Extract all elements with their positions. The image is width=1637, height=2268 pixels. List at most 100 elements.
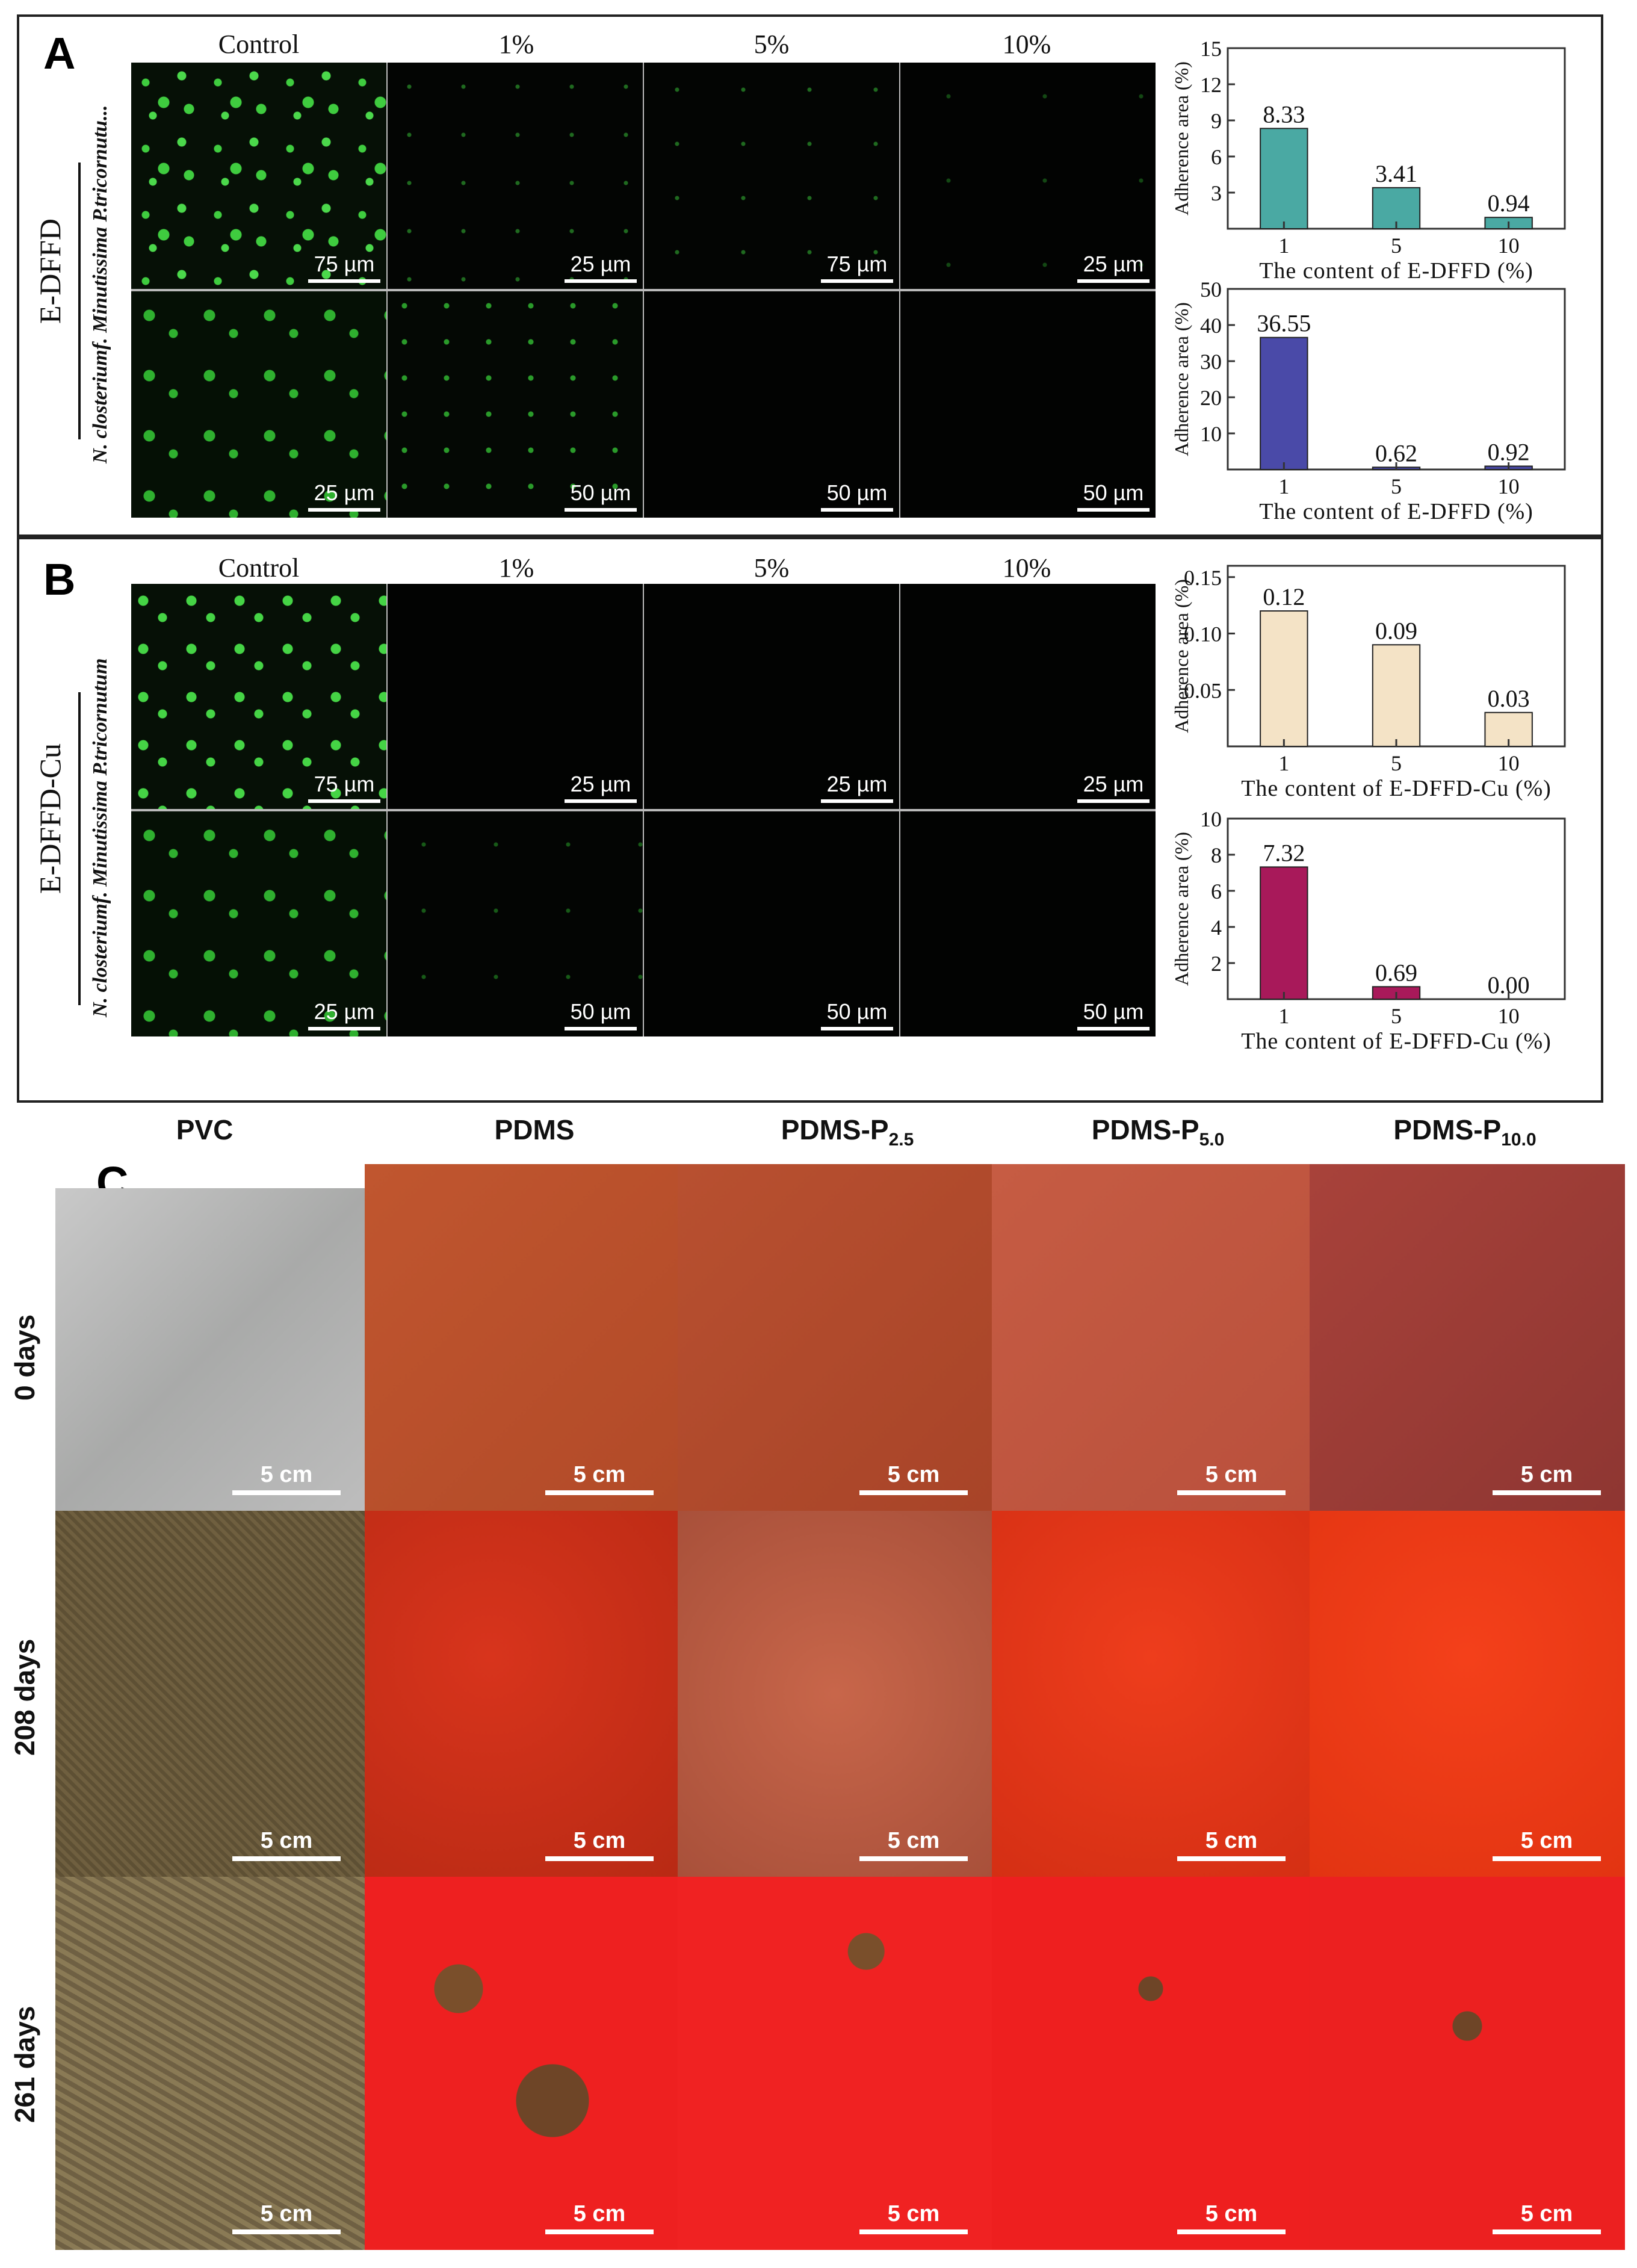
y-tick-label: 0.05 xyxy=(1184,678,1222,702)
x-tick-label: 10 xyxy=(1498,474,1520,498)
panel-c-col-pdms: PDMS xyxy=(494,1114,575,1145)
panel-a-cell-r2-control: 25 µm xyxy=(131,291,386,518)
scale-bar: 25 µm xyxy=(1077,772,1150,803)
scale-bar-label: 5 cm xyxy=(1520,1462,1573,1487)
scale-bar: 5 cm xyxy=(1493,2201,1601,2234)
panel-c-photo: 5 cm xyxy=(678,1164,992,1511)
panel-a-cell-r2-5pct: 50 µm xyxy=(644,291,899,518)
y-tick-label: 10 xyxy=(1200,807,1222,831)
data-label: 0.94 xyxy=(1488,190,1530,217)
y-tick-label: 2 xyxy=(1211,952,1222,976)
scale-bar: 25 µm xyxy=(821,772,893,803)
panel-c-photo: 5 cm xyxy=(55,1877,365,2250)
scale-bar-label: 5 cm xyxy=(260,2201,313,2226)
x-tick-label: 1 xyxy=(1278,234,1289,258)
y-tick-label: 40 xyxy=(1200,314,1222,338)
scale-bar: 25 µm xyxy=(308,999,380,1030)
y-axis-label: Adherence area (%) xyxy=(1171,579,1192,733)
scale-bar: 5 cm xyxy=(859,1828,968,1861)
x-axis-label: The content of E-DFFD (%) xyxy=(1259,499,1533,524)
x-axis-label: The content of E-DFFD (%) xyxy=(1259,258,1533,284)
x-tick-label: 5 xyxy=(1391,234,1402,258)
scale-bar: 5 cm xyxy=(545,1828,654,1861)
scale-bar-label: 5 cm xyxy=(1205,1462,1258,1487)
scale-bar: 50 µm xyxy=(1077,999,1150,1030)
panel-b-frame xyxy=(17,537,1603,1103)
scale-bar: 5 cm xyxy=(1177,1828,1286,1861)
scale-bar: 5 cm xyxy=(1177,2201,1286,2234)
y-tick-label: 0.10 xyxy=(1184,622,1222,646)
panel-c-col-pdms-p50: PDMS-P5.0 xyxy=(1091,1114,1225,1150)
y-axis-label: Adherence area (%) xyxy=(1171,61,1192,215)
panel-c-row-208days: 208 days xyxy=(9,1638,40,1756)
x-tick-label: 1 xyxy=(1278,1004,1289,1028)
y-tick-label: 8 xyxy=(1211,843,1222,867)
data-label: 7.32 xyxy=(1263,839,1305,866)
scale-bar: 5 cm xyxy=(1493,1828,1601,1861)
data-label: 3.41 xyxy=(1375,160,1417,187)
panel-c-photo: 5 cm xyxy=(678,1877,992,2250)
panel-b-bracket xyxy=(78,692,81,1005)
y-tick-label: 6 xyxy=(1211,145,1222,169)
panel-b-col-control: Control xyxy=(218,553,300,583)
x-tick-label: 10 xyxy=(1498,234,1520,258)
x-tick-label: 5 xyxy=(1391,751,1402,775)
panel-b-cell-r2-5pct: 50 µm xyxy=(644,811,899,1036)
panel-a-micrograph-grid: 75 µm 25 µm 75 µm 25 µm 25 µm 50 µm 50 µ… xyxy=(131,63,1156,518)
panel-b-cell-r1-5pct: 25 µm xyxy=(644,584,899,809)
panel-a-letter: A xyxy=(43,28,76,78)
bar xyxy=(1260,866,1308,1000)
scale-bar-label: 5 cm xyxy=(1205,2201,1258,2226)
panel-c-col-pvc: PVC xyxy=(176,1114,234,1145)
panel-c-col-pdms-p100: PDMS-P10.0 xyxy=(1393,1114,1536,1150)
panel-a-cell-r1-1pct: 25 µm xyxy=(388,63,643,289)
panel-a-material-label: E-DFFD xyxy=(33,218,67,324)
panel-b-micrograph-grid: 75 µm 25 µm 25 µm 25 µm 25 µm 50 µm 50 µ… xyxy=(131,584,1156,1036)
panel-c-photo: 5 cm xyxy=(992,1877,1310,2250)
scale-bar: 50 µm xyxy=(821,480,893,512)
data-label: 0.12 xyxy=(1263,583,1305,610)
panel-a-col-control: Control xyxy=(218,29,300,59)
panel-c-row-0days: 0 days xyxy=(9,1314,40,1401)
y-tick-label: 12 xyxy=(1200,73,1222,97)
panel-a-bracket xyxy=(78,163,81,439)
scale-bar: 5 cm xyxy=(859,2201,968,2234)
x-tick-label: 5 xyxy=(1391,1004,1402,1028)
data-label: 0.69 xyxy=(1375,959,1417,986)
panel-b-col-1pct: 1% xyxy=(498,553,534,583)
scale-bar-label: 5 cm xyxy=(260,1828,313,1853)
x-axis-label: The content of E-DFFD-Cu (%) xyxy=(1241,776,1552,801)
bar xyxy=(1260,610,1308,747)
panel-c-photo: 5 cm xyxy=(1310,1511,1625,1877)
scale-bar: 75 µm xyxy=(308,772,380,803)
panel-b-cell-r2-1pct: 50 µm xyxy=(388,811,643,1036)
panel-c-photo: 5 cm xyxy=(1310,1877,1625,2250)
scale-bar: 5 cm xyxy=(232,1828,341,1861)
scale-bar-label: 5 cm xyxy=(887,1828,940,1853)
panel-c-photo: 5 cm xyxy=(55,1188,365,1511)
data-label: 0.62 xyxy=(1375,439,1417,466)
panel-c-photo: 5 cm xyxy=(1310,1164,1625,1511)
scale-bar-label: 5 cm xyxy=(887,1462,940,1487)
panel-b-cell-r1-10pct: 25 µm xyxy=(900,584,1156,809)
scale-bar: 5 cm xyxy=(859,1462,968,1495)
scale-bar: 5 cm xyxy=(545,1462,654,1495)
data-label: 0.92 xyxy=(1488,438,1530,465)
panel-b-cell-r1-control: 75 µm xyxy=(131,584,386,809)
panel-a-cell-r1-control: 75 µm xyxy=(131,63,386,289)
y-tick-label: 30 xyxy=(1200,350,1222,374)
scale-bar: 75 µm xyxy=(308,252,380,283)
scale-bar-label: 5 cm xyxy=(1205,1828,1258,1853)
panel-c-photo: 5 cm xyxy=(55,1511,365,1877)
panel-c-photo: 5 cm xyxy=(365,1164,678,1511)
panel-a-frame xyxy=(17,14,1603,537)
data-label: 0.03 xyxy=(1488,685,1530,712)
x-axis-label: The content of E-DFFD-Cu (%) xyxy=(1241,1029,1552,1054)
panel-b-col-5pct: 5% xyxy=(754,553,790,583)
bar xyxy=(1260,336,1308,470)
panel-c-row-261days: 261 days xyxy=(9,2006,40,2124)
